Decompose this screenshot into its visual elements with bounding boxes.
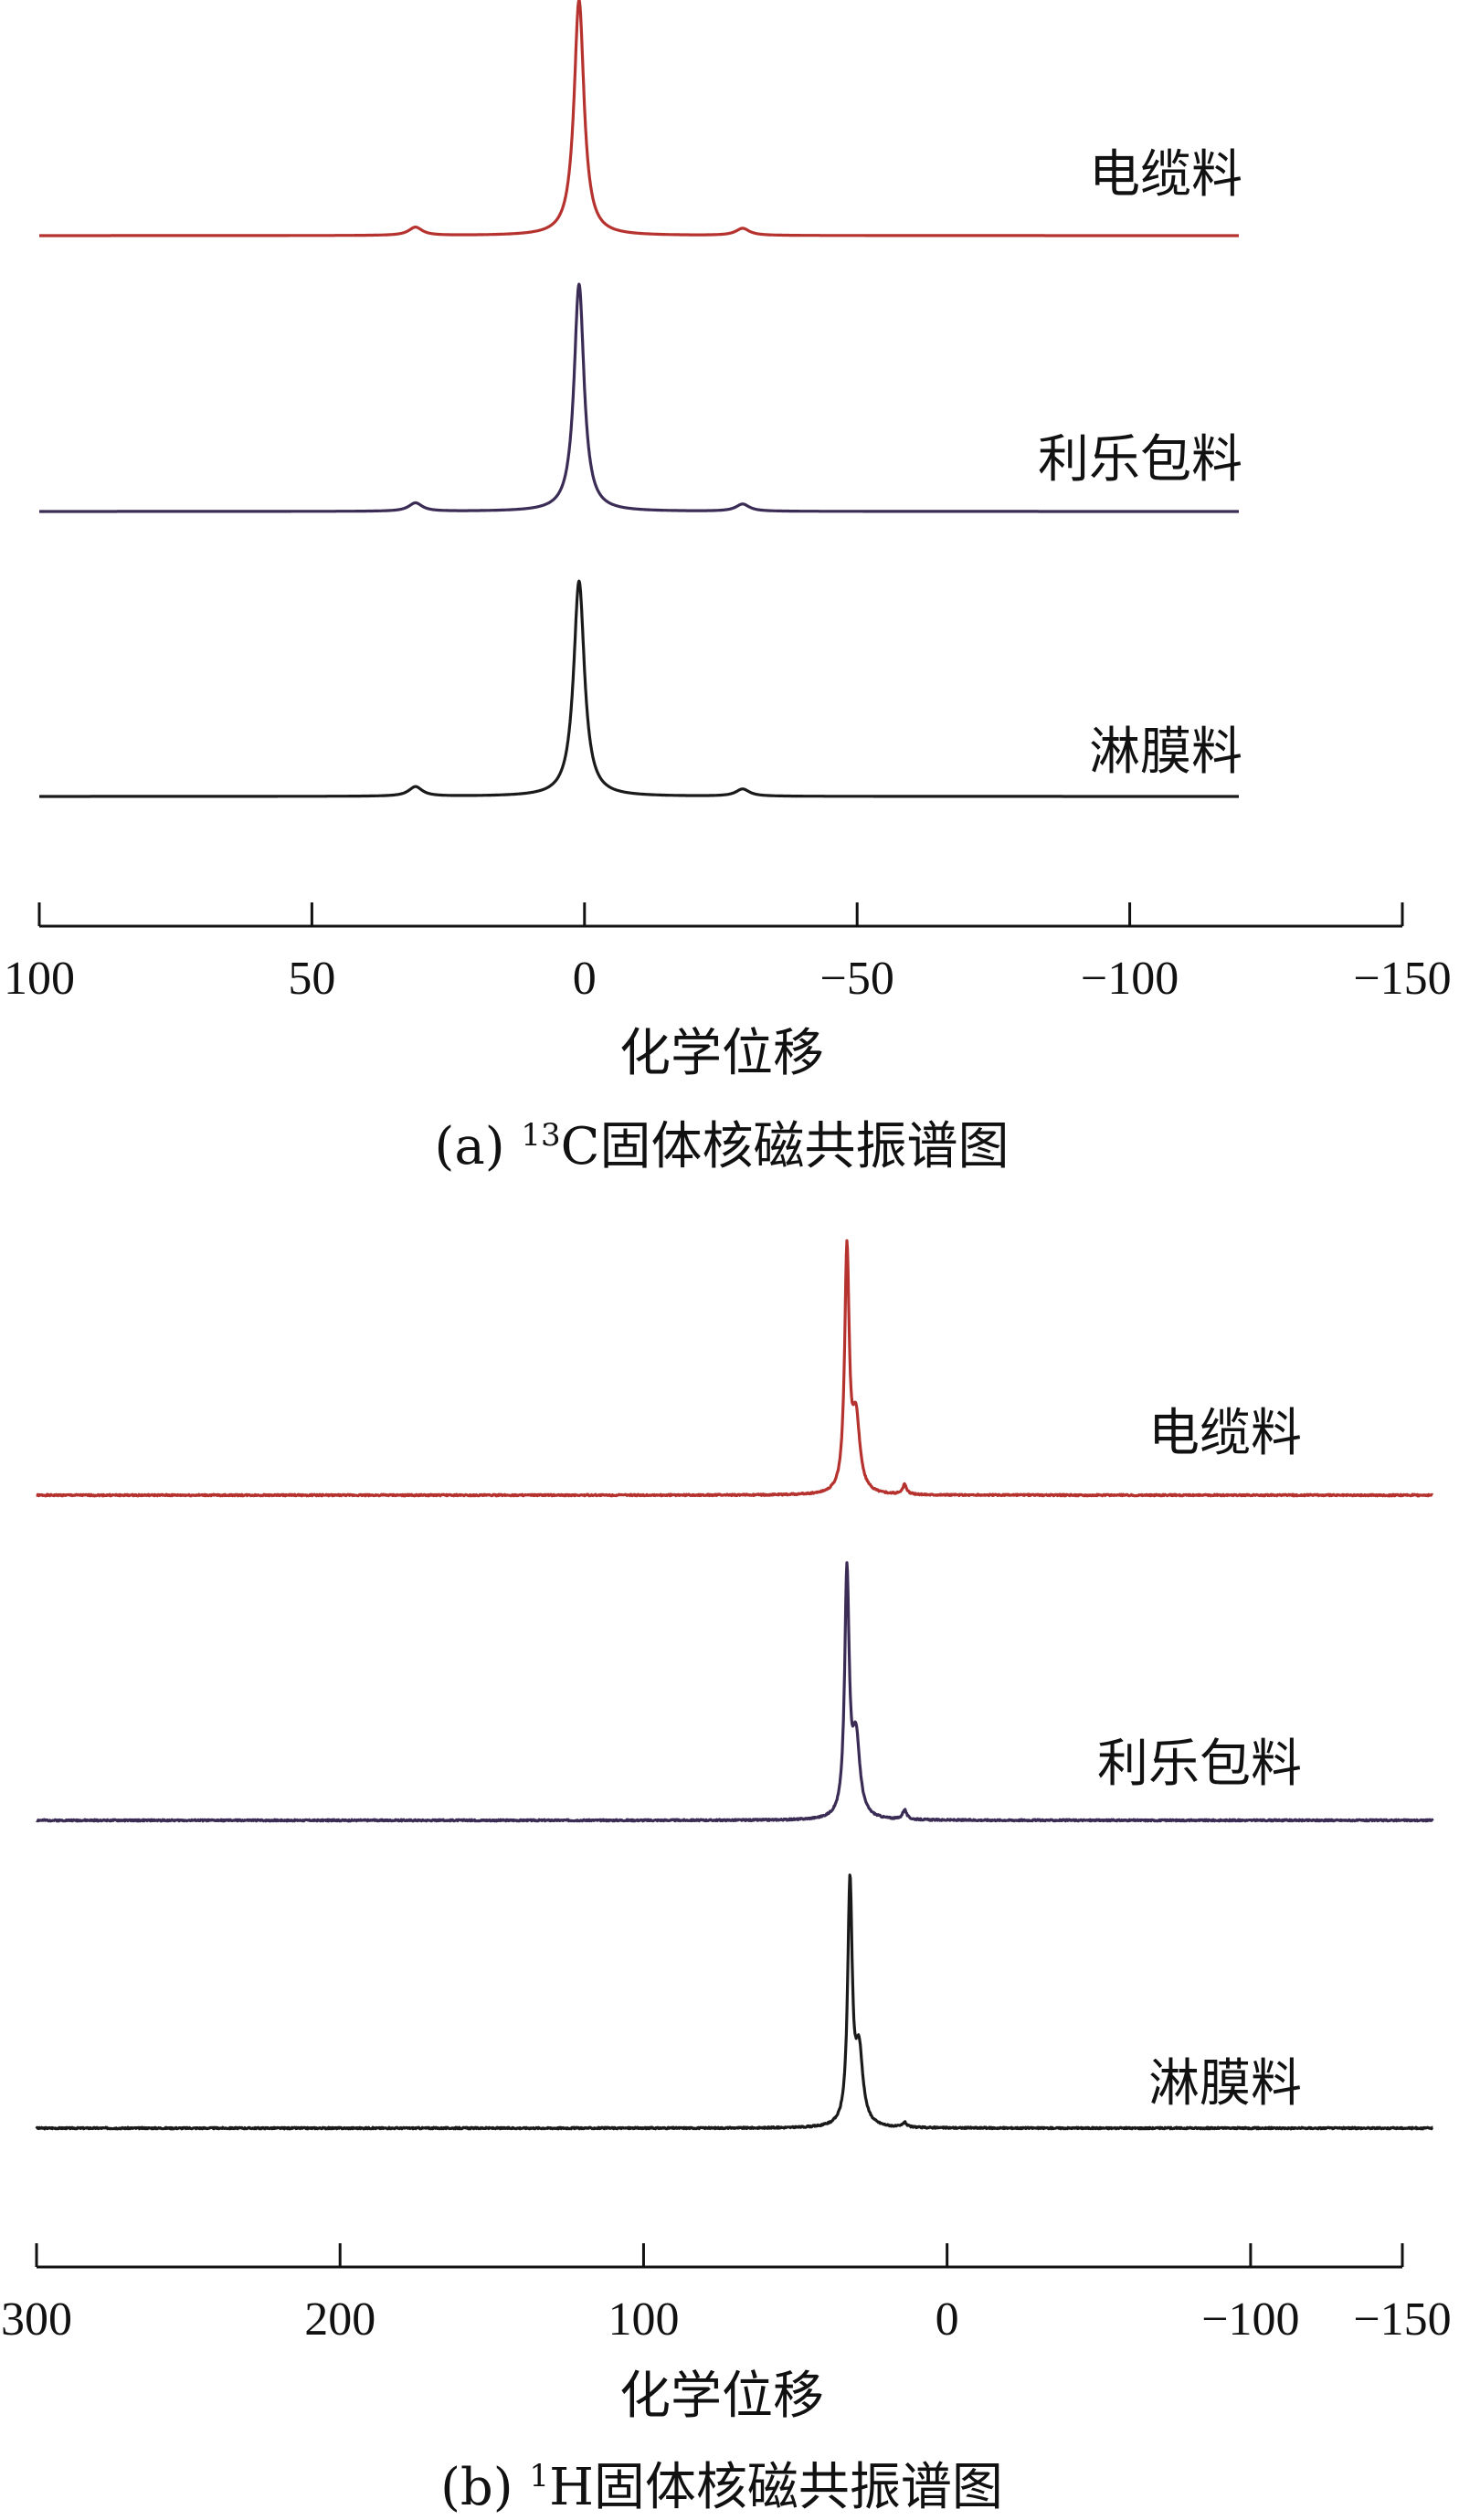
panel-b-caption-superscript: 1 (529, 2458, 549, 2494)
panel-b-series-label-3: 淋膜料 (1148, 2054, 1302, 2114)
panel-a-caption-prefix: (a) (434, 1117, 521, 1176)
panel-a-ticks: 100 50 0 −50 −100 −150 (4, 902, 1452, 1005)
panel-b-series-line-1 (35, 1239, 1434, 1498)
panel-a-caption-superscript: 13 (521, 1117, 560, 1154)
panel-b-series-line-2 (35, 1561, 1434, 1823)
panel-b-series-line-3 (35, 1873, 1434, 2131)
panel-b-caption: (b) 1H固体核磁共振谱图 (440, 2458, 1003, 2517)
panel-b-series-group (35, 1239, 1434, 2131)
panel-b-series-label-1: 电缆料 (1148, 1404, 1302, 1463)
panel-a-13c-spectrum: 电缆料 利乐包料 淋膜料 100 50 0 −50 −100 −150 化学位移 (a) … (4, 0, 1452, 1176)
panel-b-caption-main: H固体核磁共振谱图 (549, 2458, 1003, 2517)
panel-a-tick-label-1: 50 (288, 953, 335, 1005)
panel-b-ticks: 300 200 100 0 −100 −150 (1, 2243, 1452, 2346)
panel-a-tick-label-4: −100 (1081, 953, 1179, 1005)
panel-a-series-label-1: 电缆料 (1089, 145, 1242, 205)
panel-b-series-label-2: 利乐包料 (1097, 1734, 1302, 1794)
panel-b-1h-spectrum: 电缆料 利乐包料 淋膜料 300 200 100 0 −100 −150 化学位移 (b)… (1, 1239, 1452, 2517)
panel-a-tick-label-5: −150 (1353, 953, 1451, 1005)
panel-b-tick-label-1: 200 (304, 2293, 375, 2346)
panel-b-tick-label-4: −100 (1201, 2293, 1299, 2346)
panel-a-series-label-3: 淋膜料 (1089, 722, 1242, 782)
panel-a-caption: (a) 13C固体核磁共振谱图 (434, 1117, 1009, 1176)
panel-b-caption-prefix: (b) (440, 2458, 529, 2517)
panel-a-tick-label-3: −50 (820, 953, 894, 1005)
panel-b-tick-label-3: 0 (936, 2293, 959, 2346)
panel-a-series-label-2: 利乐包料 (1038, 430, 1242, 490)
panel-b-tick-label-5: −150 (1353, 2293, 1451, 2346)
panel-b-tick-label-0: 300 (1, 2293, 72, 2346)
panel-a-tick-label-0: 100 (4, 953, 75, 1005)
panel-a-series-line-3 (37, 579, 1241, 798)
panel-a-series-group (37, 0, 1241, 798)
panel-a-series-line-2 (37, 282, 1241, 513)
panel-a-series-line-1 (37, 0, 1241, 237)
panel-a-tick-label-2: 0 (573, 953, 597, 1005)
panel-a-caption-main: C固体核磁共振谱图 (561, 1117, 1010, 1176)
panel-a-x-axis-title: 化学位移 (619, 1024, 824, 1083)
panel-b-x-axis-title: 化学位移 (619, 2367, 824, 2426)
panel-b-tick-label-2: 100 (608, 2293, 679, 2346)
